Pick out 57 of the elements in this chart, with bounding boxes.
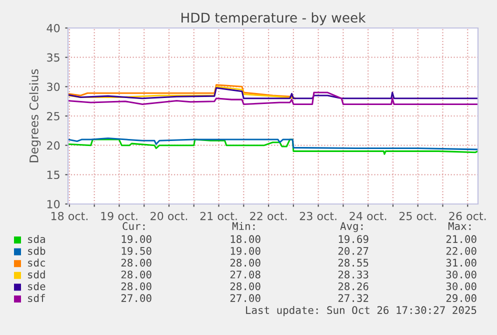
text: 28.00 [121, 282, 152, 290]
text: 19.00 [122, 235, 152, 244]
x-tick-label: 24 oct. [350, 212, 386, 220]
text: 28.00 [121, 270, 152, 278]
text: 18.00 [230, 235, 260, 244]
x-tick-label: 19 oct. [101, 212, 138, 220]
x-tick-label: 20 oct. [150, 212, 188, 220]
text: 28.55 [338, 258, 368, 267]
text: 19.00 [230, 246, 260, 255]
text: 22.00 [446, 246, 476, 255]
x-tick-label: 21 oct. [200, 212, 237, 220]
text: Avg: [340, 222, 363, 232]
y-tick-label: 25 [47, 112, 60, 120]
y-tick-label: 20 [47, 141, 60, 150]
text: 31.00 [446, 258, 476, 267]
text: 28.00 [121, 258, 152, 267]
text: 19.69 [338, 235, 368, 244]
x-tick-label: 23 oct. [300, 212, 336, 220]
text: 28.26 [338, 282, 368, 290]
line-series [68, 92, 478, 106]
line-series [68, 138, 478, 155]
legend-label: sda [28, 234, 45, 244]
y-tick-label: 35 [47, 53, 60, 62]
text: 28.00 [230, 258, 260, 267]
text: 21.00 [446, 235, 476, 244]
y-tick-label: 40 [46, 24, 60, 32]
text: 27.08 [230, 270, 260, 278]
text: 27.00 [121, 294, 152, 302]
text: Cur: [122, 222, 145, 230]
text: 30.00 [446, 282, 476, 290]
y-tick-label: 30 [47, 82, 60, 92]
text: 28.33 [338, 270, 368, 278]
line-series [68, 87, 478, 100]
text: 27.00 [230, 294, 260, 302]
x-tick-label: 18 oct. [51, 212, 88, 220]
legend-label: sdf [28, 294, 45, 302]
text: Last update: Sun Oct 26 17:30:27 2025 [246, 306, 476, 316]
text: 27.32 [338, 294, 368, 302]
text: 19.50 [122, 246, 152, 255]
legend-label: sdd [28, 270, 45, 278]
text: 29.00 [446, 294, 476, 302]
text: Max: [448, 222, 471, 230]
legend-label: sdb [28, 246, 46, 255]
chart-title: HDD temperature - by week [182, 12, 366, 26]
x-tick-label: 22 oct. [250, 212, 287, 220]
text: 30.00 [446, 270, 476, 278]
y-tick-label: 15 [47, 170, 60, 180]
y-tick-label: 10 [47, 200, 60, 208]
legend-label: sdc [28, 258, 45, 267]
text: 20.27 [338, 246, 368, 255]
text: Min: [232, 222, 255, 230]
x-tick-label: 26 oct. [449, 212, 486, 220]
x-tick-label: 25 oct. [399, 212, 436, 220]
y-axis-title: Degrees Celsius [29, 69, 41, 162]
line-series [68, 138, 478, 150]
text: 28.00 [230, 282, 260, 290]
legend-label: sde [28, 282, 46, 290]
